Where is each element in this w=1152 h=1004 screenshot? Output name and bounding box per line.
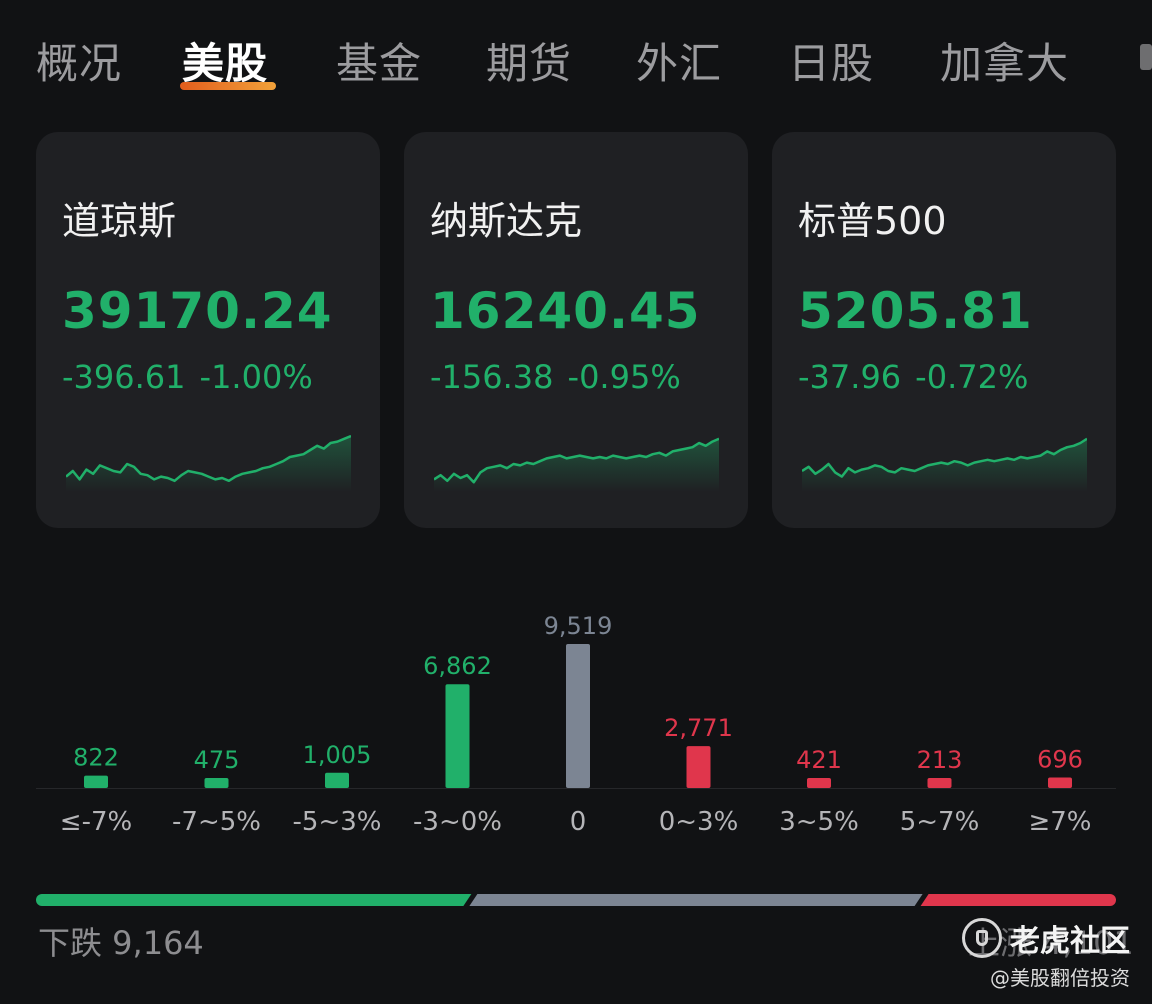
index-change-value: -156.38: [430, 358, 554, 396]
sparkline-line: [434, 437, 719, 484]
index-name: 道琼斯: [62, 199, 177, 243]
decline-segment: [36, 894, 472, 906]
watermark-title: 老虎社区: [1010, 924, 1130, 959]
index-price: 16240.45: [430, 282, 701, 340]
index-name: 标普500: [798, 199, 947, 243]
index-card-sp500[interactable]: 标普500 5205.81 -37.96 -0.72%: [772, 132, 1116, 528]
sparkline-area: [66, 436, 351, 492]
bar-6: [686, 746, 711, 788]
bar-value-label: 696: [1037, 745, 1083, 773]
index-change: -156.38 -0.95%: [430, 358, 681, 396]
bar-2: [204, 778, 229, 788]
tab-canada[interactable]: 加拿大: [940, 39, 1070, 88]
category-label: ≥7%: [1028, 807, 1091, 837]
index-name: 纳斯达克: [430, 199, 583, 243]
advance-segment: [920, 894, 1116, 906]
advance-decline-ratio: [36, 894, 1116, 906]
category-label: -5~3%: [293, 807, 382, 837]
index-card-dow[interactable]: 道琼斯 39170.24 -396.61 -1.00%: [36, 132, 380, 528]
distribution-chart: 822 ≤-7% 475 -7~5% 1,005 -5~3% 6,862 -3~0% 9,519…: [36, 612, 1116, 837]
index-price: 5205.81: [798, 282, 1033, 340]
market-tabs: 概况 美股 基金 期货 外汇 日股 加拿大: [0, 0, 1152, 110]
tab-forex[interactable]: 外汇: [636, 39, 723, 88]
bar-value-label: 1,005: [303, 741, 372, 769]
index-change-percent: -0.72%: [915, 358, 1029, 396]
bar-9: [1048, 777, 1072, 788]
bar-value-label: 421: [796, 746, 842, 774]
tab-japan-stocks[interactable]: 日股: [788, 39, 875, 88]
category-label: -7~5%: [172, 807, 261, 837]
tiger-logo-icon: [962, 918, 1002, 958]
price-change-distribution: 822 ≤-7% 475 -7~5% 1,005 -5~3% 6,862 -3~0% 9,519…: [0, 600, 1152, 850]
index-card-nasdaq[interactable]: 纳斯达克 16240.45 -156.38 -0.95%: [404, 132, 748, 528]
index-change-percent: -1.00%: [199, 358, 313, 396]
bar-8: [927, 778, 952, 788]
index-sparkline: [802, 437, 1087, 492]
bar-7: [807, 778, 831, 788]
category-label: 0~3%: [659, 807, 739, 837]
bar-value-label: 2,771: [664, 714, 733, 742]
index-change: -396.61 -1.00%: [62, 358, 313, 396]
category-label: ≤-7%: [60, 807, 132, 837]
category-label: 3~5%: [779, 807, 859, 837]
tab-overview[interactable]: 概况: [36, 39, 123, 88]
index-price: 39170.24: [62, 282, 333, 340]
decliners-count: 下跌 9,164: [38, 924, 204, 962]
bar-value-label: 213: [917, 746, 963, 774]
index-change-value: -396.61: [62, 358, 186, 396]
index-sparkline: [66, 434, 351, 492]
category-label: 0: [570, 807, 587, 837]
bar-value-label: 475: [194, 746, 240, 774]
tab-futures[interactable]: 期货: [486, 39, 573, 88]
category-label: -3~0%: [413, 807, 502, 837]
index-change: -37.96 -0.72%: [798, 358, 1028, 396]
unchanged-segment: [469, 894, 923, 906]
sparkline-line: [802, 437, 1087, 478]
bar-1: [84, 775, 108, 788]
advance-decline-bar: [36, 894, 1116, 906]
bar-value-label: 822: [73, 744, 119, 772]
active-tab-indicator: [180, 82, 276, 90]
bar-3: [325, 772, 349, 788]
sparkline-area: [434, 438, 719, 492]
tab-funds[interactable]: 基金: [336, 39, 423, 88]
tab-us-stocks[interactable]: 美股: [182, 39, 269, 88]
index-change-value: -37.96: [798, 358, 902, 396]
sparkline-line: [66, 434, 351, 483]
bar-value-label: 9,519: [544, 612, 613, 640]
bar-value-label: 6,862: [423, 652, 492, 680]
bar-5: [566, 644, 590, 788]
sparkline-area: [802, 438, 1087, 492]
tab-overflow-hint: [1140, 44, 1152, 70]
bar-4: [445, 684, 470, 788]
category-label: 5~7%: [900, 807, 980, 837]
watermark-subtitle: @美股翻倍投资: [990, 966, 1130, 990]
index-sparkline: [434, 437, 719, 492]
index-change-percent: -0.95%: [567, 358, 681, 396]
